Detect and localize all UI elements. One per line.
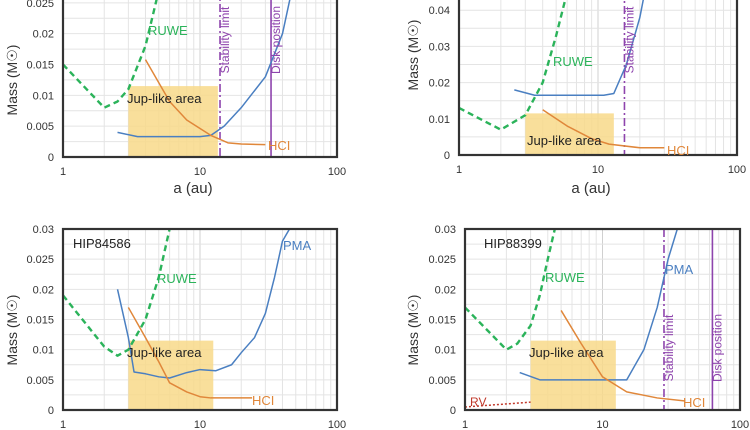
hci-curve	[127, 307, 253, 399]
plot-frame	[61, 0, 339, 159]
panel-3: 0 0.005 0.01 0.015 0.02 0.025 0.03 1 10 100 Mass (…	[4, 224, 346, 430]
x-tick-label: 1	[60, 166, 66, 178]
plot-frame	[463, 227, 742, 412]
x-axis-label: a (au)	[571, 180, 610, 197]
plot-frame	[61, 227, 339, 412]
y-tick-label: 0	[48, 152, 54, 164]
jup-like-area-label: Jup-like area	[127, 91, 202, 106]
ruwe-label: RUWE	[157, 271, 197, 286]
stability-limit-label: Stability limit	[622, 6, 636, 73]
pma-curve	[117, 0, 291, 138]
ruwe-curve	[63, 229, 171, 357]
panel-title: HIP88399	[484, 236, 542, 251]
x-tick-label: 1	[60, 419, 66, 430]
y-axis-label: Mass (M☉)	[405, 20, 421, 91]
x-tick-label: 10	[592, 164, 604, 176]
y-tick-label: 0	[450, 405, 456, 417]
jup-like-area	[525, 113, 614, 155]
plot-area: Stability limit Disk position	[465, 229, 740, 410]
x-tick-label: 100	[731, 419, 749, 430]
y-axis-label: Mass (M☉)	[405, 295, 421, 366]
y-tick-label: 0.005	[428, 375, 456, 387]
y-tick-label: 0.03	[33, 224, 54, 236]
jup-like-area	[128, 340, 214, 410]
y-tick-label: 0.005	[26, 121, 54, 133]
plot-area: Stability limit Disk position	[63, 0, 337, 157]
panel-title: HIP84586	[73, 236, 131, 251]
jup-like-area-label: Jup-like area	[527, 133, 602, 148]
y-tick-label: 0.005	[26, 375, 54, 387]
y-tick-label: 0.03	[435, 224, 456, 236]
ruwe-label: RUWE	[553, 54, 593, 69]
jup-like-area-label: Jup-like area	[127, 345, 202, 360]
y-tick-label: 0.025	[26, 254, 54, 266]
y-tick-label: 0.025	[26, 0, 54, 10]
hci-label: HCI	[252, 393, 274, 408]
y-tick-label: 0.02	[429, 78, 450, 90]
y-axis-label: Mass (M☉)	[4, 295, 20, 366]
x-tick-label: 100	[328, 419, 346, 430]
y-tick-label: 0.015	[26, 60, 54, 72]
y-tick-label: 0.015	[26, 315, 54, 327]
plot-frame	[457, 0, 739, 157]
plot-area: Stability limit	[459, 0, 737, 155]
y-tick-label: 0.01	[33, 345, 54, 357]
x-tick-label: 100	[728, 164, 746, 176]
pma-curve	[514, 0, 644, 97]
y-axis-label: Mass (M☉)	[4, 45, 20, 116]
y-tick-label: 0.01	[429, 114, 450, 126]
hci-curve	[542, 109, 665, 149]
hci-label: HCI	[683, 395, 705, 410]
rv-curve	[465, 401, 531, 408]
hci-curve	[144, 59, 266, 146]
pma-curve	[116, 229, 291, 379]
y-tick-label: 0.025	[428, 254, 456, 266]
x-tick-label: 10	[596, 419, 608, 430]
ruwe-label: RUWE	[148, 23, 188, 38]
y-tick-label: 0.02	[435, 284, 456, 296]
y-tick-label: 0	[444, 150, 450, 162]
y-tick-label: 0.015	[428, 315, 456, 327]
disk-position-label: Disk position	[269, 6, 283, 74]
plot-area	[63, 229, 337, 410]
hci-curve	[560, 310, 686, 402]
hci-label: HCI	[667, 143, 689, 158]
y-tick-label: 0.02	[33, 284, 54, 296]
x-axis-label: a (au)	[173, 180, 212, 197]
ruwe-curve	[459, 0, 567, 131]
pma-label: PMA	[665, 262, 694, 277]
panel-2: Stability limit 0 0.01 0.02 0.03 0.04 1 10 100 Ma…	[405, 0, 746, 197]
y-tick-label: 0.01	[435, 345, 456, 357]
disk-position-label: Disk position	[710, 314, 724, 382]
stability-limit-label: Stability limit	[662, 314, 676, 381]
x-tick-label: 100	[328, 166, 346, 178]
stability-limit-label: Stability limit	[218, 6, 232, 73]
jup-like-area	[128, 86, 218, 157]
x-tick-label: 10	[194, 166, 206, 178]
pma-label: PMA	[283, 238, 312, 253]
x-tick-label: 1	[462, 419, 468, 430]
pma-curve	[519, 229, 679, 381]
panel-4: Stability limit Disk position 0 0.005 0.01 0.…	[405, 224, 749, 430]
y-tick-label: 0.01	[33, 90, 54, 102]
ruwe-curve	[63, 0, 158, 109]
x-tick-label: 10	[194, 419, 206, 430]
ruwe-curve	[465, 229, 556, 351]
rv-label: RV	[470, 395, 486, 409]
y-tick-label: 0.02	[33, 29, 54, 41]
panel-1: Stability limit Disk position 0 0.005 0.01 0.…	[4, 0, 346, 197]
y-tick-label: 0.04	[429, 5, 450, 17]
y-tick-label: 0.03	[429, 41, 450, 53]
ruwe-label: RUWE	[545, 270, 585, 285]
jup-like-area-label: Jup-like area	[529, 345, 604, 360]
x-tick-label: 1	[456, 164, 462, 176]
y-tick-label: 0	[48, 405, 54, 417]
hci-label: HCI	[268, 138, 290, 153]
